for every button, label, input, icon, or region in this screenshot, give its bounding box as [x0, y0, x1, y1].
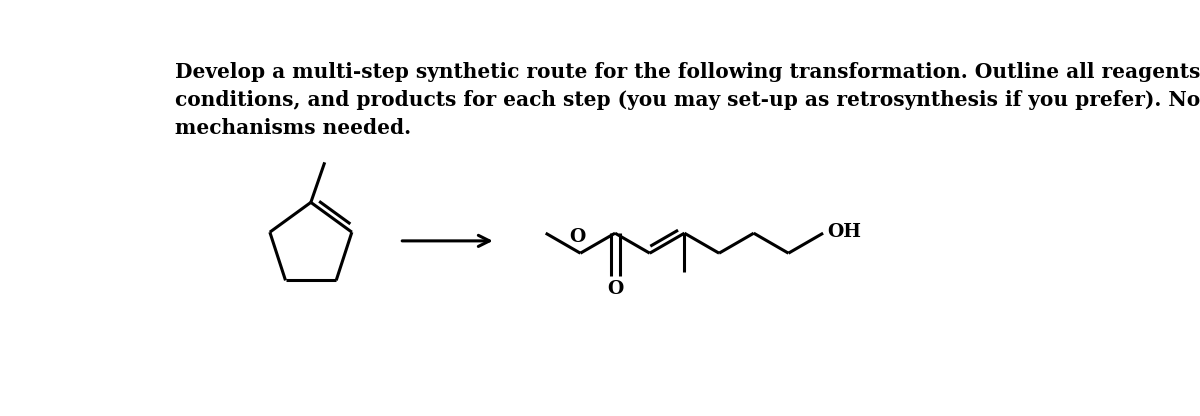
Text: OH: OH — [828, 223, 862, 240]
Text: mechanisms needed.: mechanisms needed. — [174, 118, 410, 138]
Text: conditions, and products for each step (you may set-up as retrosynthesis if you : conditions, and products for each step (… — [174, 90, 1200, 110]
Text: O: O — [607, 280, 623, 298]
Text: O: O — [569, 228, 586, 246]
Text: Develop a multi-step synthetic route for the following transformation. Outline a: Develop a multi-step synthetic route for… — [174, 62, 1200, 82]
